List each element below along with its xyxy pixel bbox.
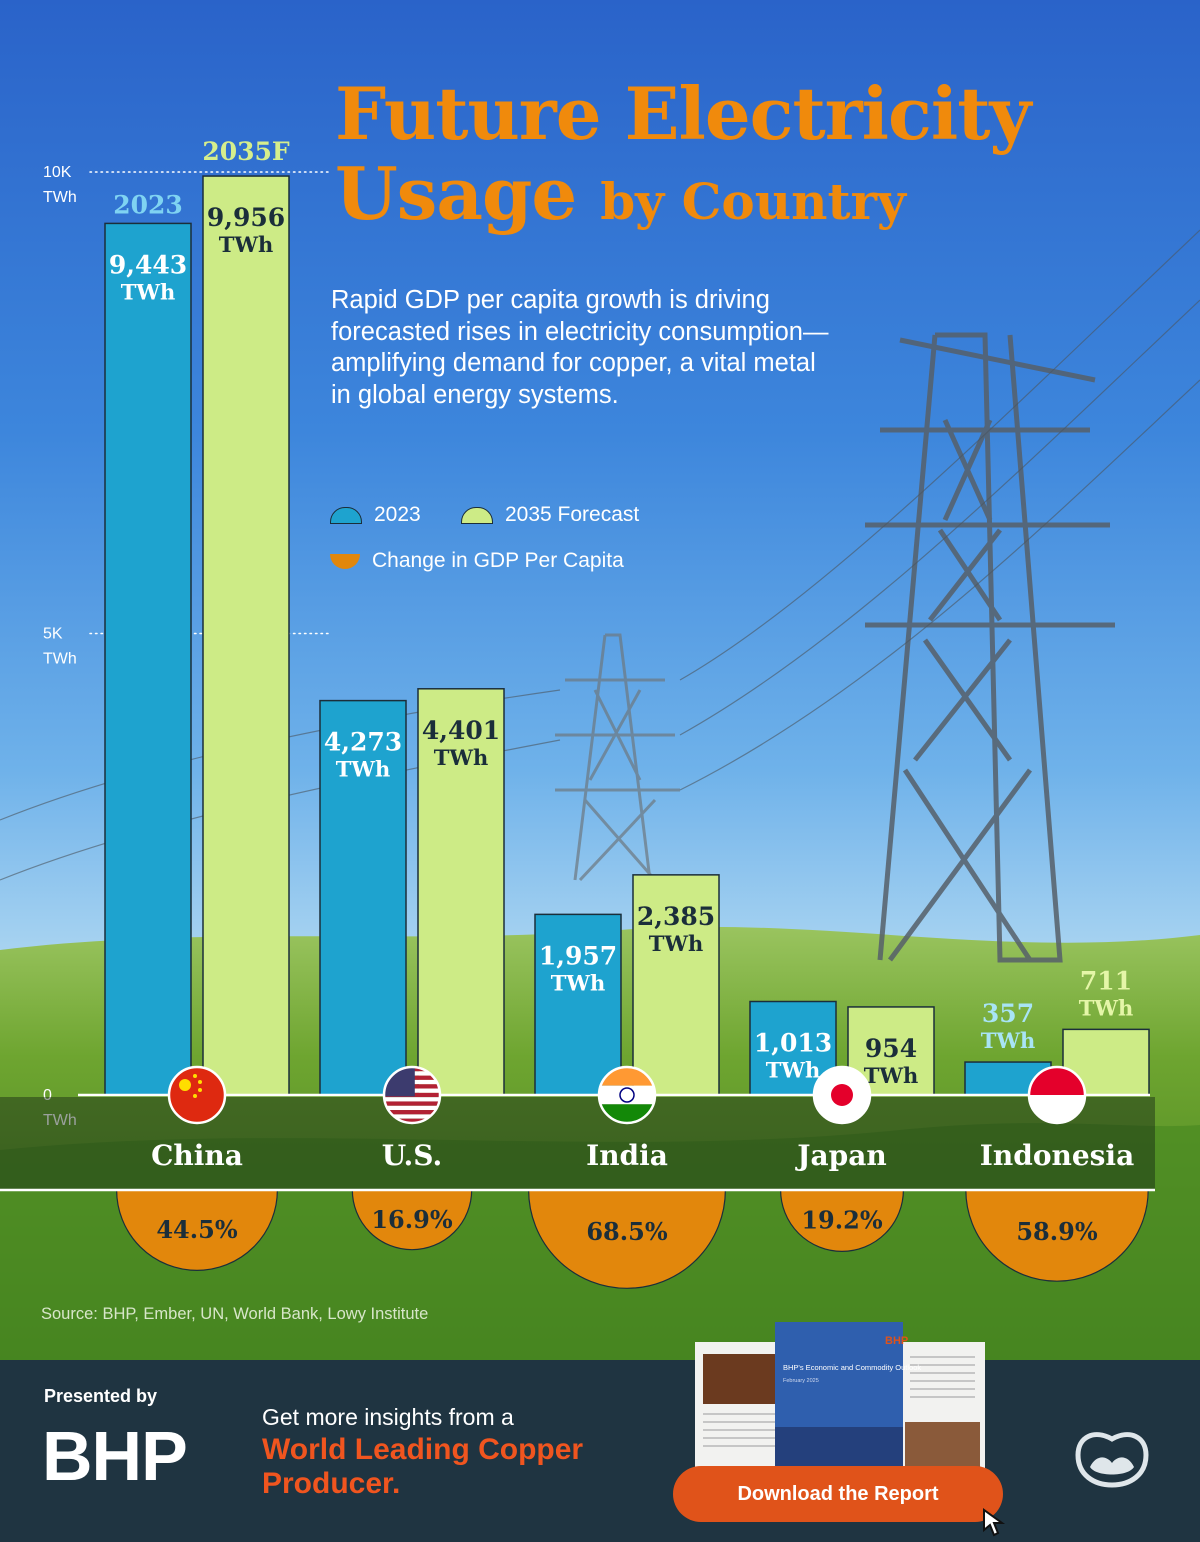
bar-unit-label: TWh: [649, 931, 703, 956]
bar-unit-label: TWh: [219, 232, 273, 257]
bar-value-label: 2,385: [637, 902, 715, 931]
bar: [319, 699, 407, 1096]
country-label: U.S.: [382, 1139, 443, 1172]
country-label: China: [151, 1139, 243, 1172]
indonesia-flag: [1027, 1065, 1087, 1125]
bar-unit-label: TWh: [551, 970, 605, 995]
download-report-button[interactable]: Download the Report: [673, 1466, 1003, 1522]
country-label: Indonesia: [980, 1139, 1134, 1172]
country-label: Japan: [794, 1139, 886, 1172]
bar-value-label: 954: [865, 1034, 917, 1063]
bar-value-label: 9,956: [207, 203, 285, 232]
india-flag: [597, 1065, 657, 1125]
bar-unit-label: TWh: [864, 1063, 918, 1088]
bhp-logo: BHP: [42, 1417, 188, 1495]
legend-item-2023: 2023: [330, 503, 421, 527]
legend-item-2035: 2035 Forecast: [461, 503, 639, 527]
series-label-2035f: 2035F: [202, 137, 290, 166]
footer: [0, 1360, 1200, 1542]
series-label-2023: 2023: [113, 190, 183, 219]
country-label: India: [586, 1139, 668, 1172]
bar: [202, 175, 290, 1096]
gdp-change-label: 19.2%: [801, 1206, 882, 1235]
us-flag: [382, 1065, 442, 1125]
y-tick-label: 0: [43, 1087, 52, 1104]
gdp-half-circle: [779, 1189, 905, 1252]
title-line-2-small: by Country: [600, 172, 906, 231]
gdp-half-circle: [116, 1189, 278, 1271]
report-brand: BHP: [885, 1335, 908, 1347]
power-tower-large: [865, 332, 1115, 963]
title-line-2-main: Usage: [335, 151, 577, 236]
bar-chart: 10KTWh5KTWh0TWh9,443TWh4,273TWh1,957TWh1…: [0, 137, 1155, 1289]
bar: [632, 874, 720, 1096]
bar: [104, 222, 192, 1096]
y-tick-label: 5K: [43, 626, 63, 643]
legend-label-gdp: Change in GDP Per Capita: [372, 549, 624, 572]
power-tower-mid: [555, 633, 680, 882]
gdp-half-circle: [965, 1189, 1149, 1282]
bar-value-label: 9,443: [109, 250, 187, 279]
gdp-change-label: 16.9%: [371, 1205, 452, 1234]
bar-unit-label: TWh: [121, 279, 175, 304]
report-preview[interactable]: BHP BHP's Economic and Commodity Outlook…: [695, 1322, 985, 1472]
bar-unit-label: TWh: [981, 1028, 1035, 1053]
gdp-half-circle: [528, 1189, 726, 1289]
legend-label-2035: 2035 Forecast: [505, 503, 640, 526]
bar-value-label: 711: [1080, 966, 1132, 995]
presented-by-label: Presented by: [44, 1386, 158, 1406]
chart-title: Future Electricity Usage by Country: [335, 71, 1031, 230]
china-flag: [167, 1065, 227, 1125]
y-tick-unit: TWh: [43, 189, 77, 206]
bar-unit-label: TWh: [1079, 995, 1133, 1020]
report-date: February 2025: [783, 1378, 819, 1384]
legend-label-2023: 2023: [374, 503, 421, 526]
gdp-change-label: 68.5%: [586, 1217, 667, 1246]
bar: [534, 913, 622, 1096]
bar-value-label: 1,013: [754, 1029, 832, 1058]
source-note: Source: BHP, Ember, UN, World Bank, Lowy…: [41, 1305, 429, 1323]
title-line-2: Usage by Country: [335, 158, 1030, 230]
bar-value-label: 357: [982, 999, 1034, 1028]
report-title: BHP's Economic and Commodity Outlook: [783, 1363, 921, 1372]
gdp-change-label: 58.9%: [1016, 1217, 1097, 1246]
insight-highlight: World Leading Copper Producer.: [262, 1433, 584, 1500]
bar: [417, 688, 505, 1096]
gdp-half-circle: [351, 1189, 473, 1251]
title-line-1: Future Electricity: [335, 71, 1031, 156]
y-tick-unit: TWh: [43, 1112, 77, 1129]
y-tick-unit: TWh: [43, 651, 77, 668]
insight-text: Get more insights from a: [262, 1404, 514, 1430]
bar-value-label: 1,957: [539, 941, 617, 970]
bar-value-label: 4,273: [324, 728, 402, 757]
legend-item-gdp: Change in GDP Per Capita: [330, 549, 624, 573]
legend-swatch-gdp: [330, 553, 360, 569]
bar-value-label: 4,401: [422, 716, 500, 745]
gdp-change-label: 44.5%: [156, 1215, 237, 1244]
y-tick-label: 10K: [43, 164, 72, 181]
visual-capitalist-logo-icon: [1075, 1432, 1149, 1488]
japan-flag: [812, 1065, 872, 1125]
bar-unit-label: TWh: [434, 745, 488, 770]
bar-unit-label: TWh: [766, 1058, 820, 1083]
chart-subtitle: Rapid GDP per capita growth is driving f…: [331, 286, 829, 409]
bar-unit-label: TWh: [336, 757, 390, 782]
cursor-arrow-icon: [983, 1508, 1006, 1537]
